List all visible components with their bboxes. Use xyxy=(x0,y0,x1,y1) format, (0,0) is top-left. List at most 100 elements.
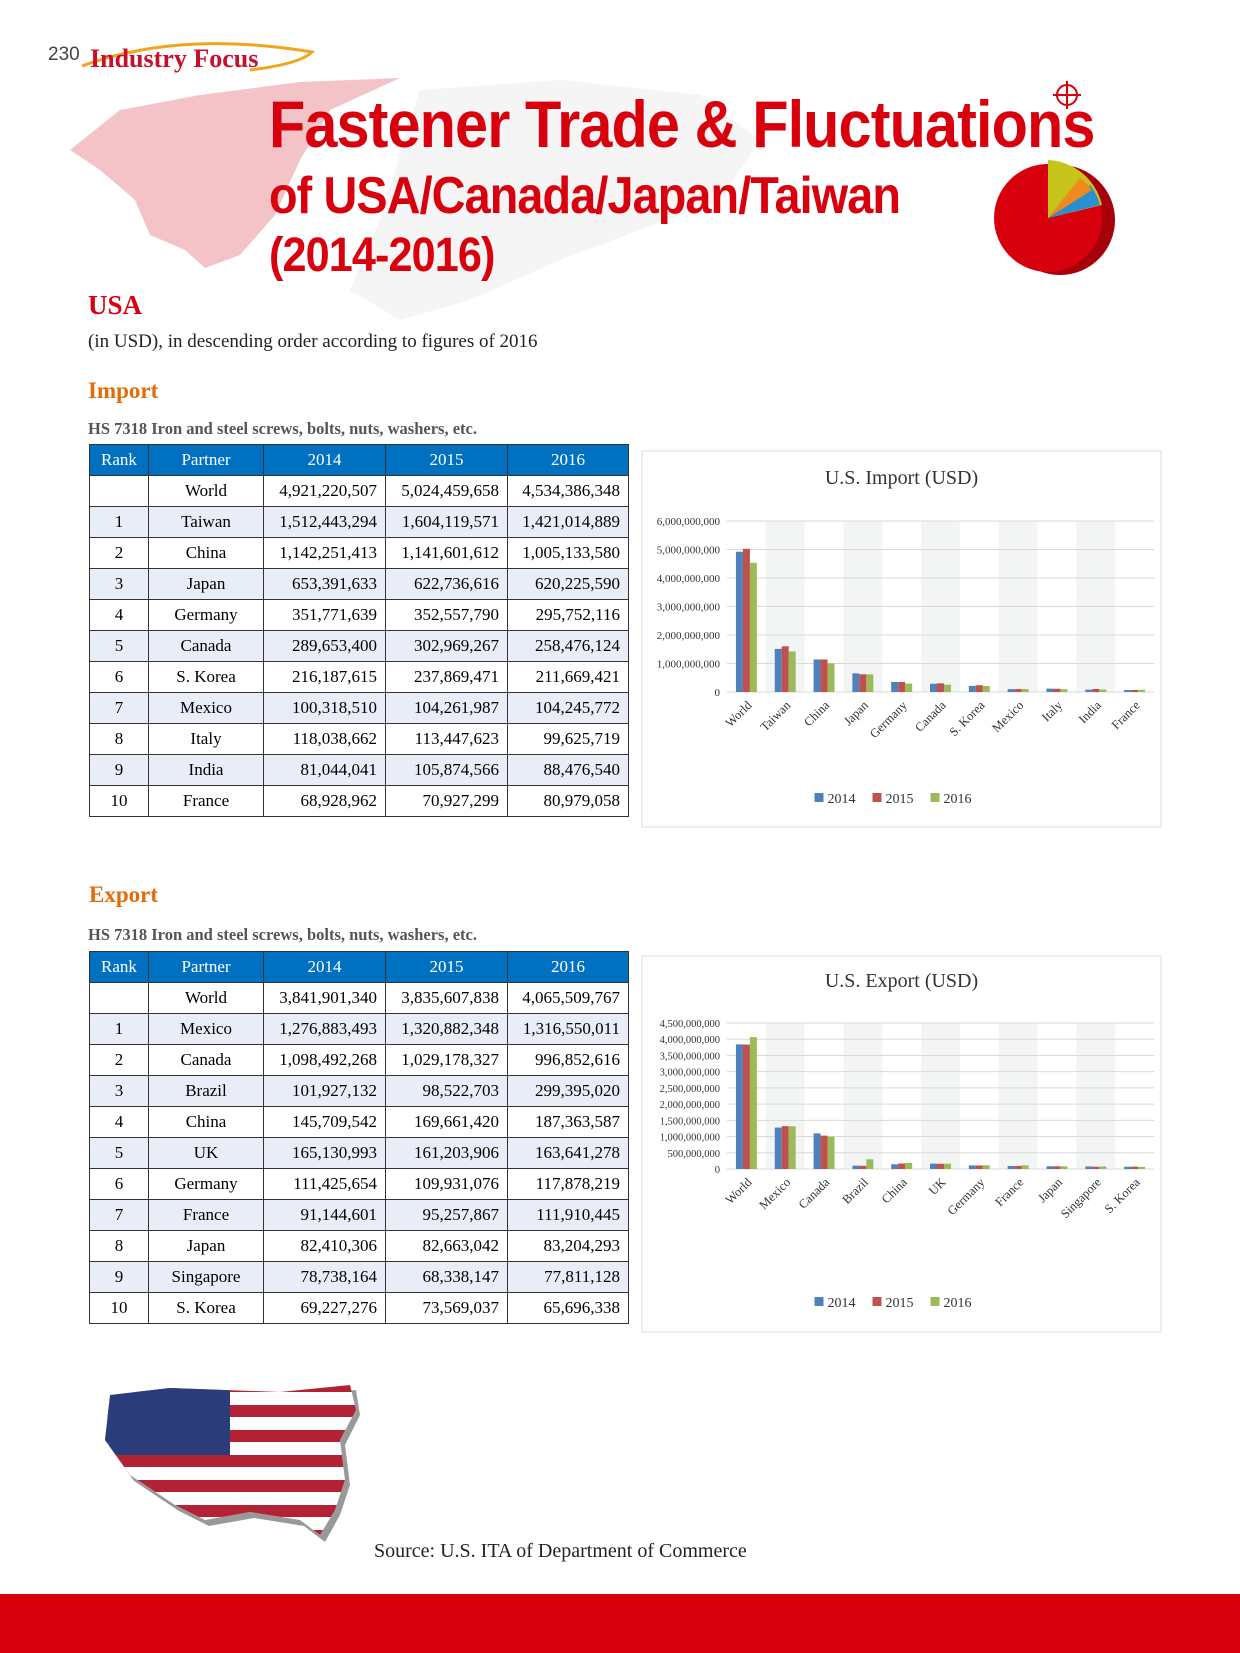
value-cell: 302,969,267 xyxy=(385,630,508,662)
partner-cell: Germany xyxy=(148,1168,264,1200)
value-cell: 99,625,719 xyxy=(507,723,629,755)
partner-cell: Mexico xyxy=(148,1013,264,1045)
value-cell: 104,245,772 xyxy=(507,692,629,724)
value-cell: 117,878,219 xyxy=(507,1168,629,1200)
value-cell: 653,391,633 xyxy=(263,568,386,600)
caption: HS 7318 Iron and steel screws, bolts, nu… xyxy=(88,925,477,944)
partner-cell: India xyxy=(148,754,264,786)
partner-cell: Mexico xyxy=(148,692,264,724)
value-cell: 163,641,278 xyxy=(507,1137,629,1169)
value-cell: 109,931,076 xyxy=(385,1168,508,1200)
title-line: (2014-2016) xyxy=(269,229,495,282)
value-cell: 83,204,293 xyxy=(507,1230,629,1262)
partner-cell: France xyxy=(148,1199,264,1231)
table-row: 8 Japan 82,410,306 82,663,042 83,204,293 xyxy=(89,1230,629,1262)
value-cell: 82,410,306 xyxy=(263,1230,386,1262)
partner-cell: France xyxy=(148,785,264,817)
section-heading: Export xyxy=(89,882,158,907)
us-flag-map xyxy=(105,1385,360,1542)
partner-cell: China xyxy=(148,1106,264,1138)
table-row: World 3,841,901,340 3,835,607,838 4,065,509… xyxy=(89,982,629,1014)
value-cell: 1,512,443,294 xyxy=(263,506,386,538)
page-number: 230 xyxy=(48,44,80,65)
value-cell: 351,771,639 xyxy=(263,599,386,631)
value-cell: 118,038,662 xyxy=(263,723,386,755)
table-row: 9 Singapore 78,738,164 68,338,147 77,811,128 xyxy=(89,1261,629,1293)
partner-cell: UK xyxy=(148,1137,264,1169)
table-row: 2 Canada 1,098,492,268 1,029,178,327 996,852… xyxy=(89,1044,629,1076)
value-cell: 68,338,147 xyxy=(385,1261,508,1293)
value-cell: 1,005,133,580 xyxy=(507,537,629,569)
header-row: Rank Partner 2014 2015 2016 xyxy=(89,951,629,983)
rank-cell: 3 xyxy=(89,568,149,600)
rank-cell: 1 xyxy=(89,1013,149,1045)
table-row: 4 China 145,709,542 169,661,420 187,363,587 xyxy=(89,1106,629,1138)
value-cell: 211,669,421 xyxy=(507,661,629,693)
value-cell: 237,869,471 xyxy=(385,661,508,693)
rank-cell: 5 xyxy=(89,630,149,662)
value-cell: 69,227,276 xyxy=(263,1292,386,1324)
partner-cell: World xyxy=(148,982,264,1014)
value-cell: 169,661,420 xyxy=(385,1106,508,1138)
partner-cell: Taiwan xyxy=(148,506,264,538)
pie-graphic xyxy=(994,81,1115,275)
column-header: 2014 xyxy=(263,951,386,983)
value-cell: 996,852,616 xyxy=(507,1044,629,1076)
rank-cell xyxy=(89,475,149,507)
table-row: 4 Germany 351,771,639 352,557,790 295,752,11… xyxy=(89,599,629,631)
rank-cell: 9 xyxy=(89,1261,149,1293)
logo-swoosh xyxy=(81,42,316,72)
partner-cell: S. Korea xyxy=(148,1292,264,1324)
column-header: 2016 xyxy=(507,951,629,983)
rank-cell: 10 xyxy=(89,1292,149,1324)
rank-cell: 8 xyxy=(89,723,149,755)
column-header: Partner xyxy=(148,444,264,476)
value-cell: 4,921,220,507 xyxy=(263,475,386,507)
rank-cell: 9 xyxy=(89,754,149,786)
value-cell: 3,841,901,340 xyxy=(263,982,386,1014)
column-header: Rank xyxy=(89,444,149,476)
value-cell: 187,363,587 xyxy=(507,1106,629,1138)
value-cell: 3,835,607,838 xyxy=(385,982,508,1014)
caption: HS 7318 Iron and steel screws, bolts, nu… xyxy=(88,419,477,438)
table-row: World 4,921,220,507 5,024,459,658 4,534,386… xyxy=(89,475,629,507)
value-cell: 622,736,616 xyxy=(385,568,508,600)
table-row: 10 France 68,928,962 70,927,299 80,979,058 xyxy=(89,785,629,817)
value-cell: 104,261,987 xyxy=(385,692,508,724)
table-row: 7 Mexico 100,318,510 104,261,987 104,245,772 xyxy=(89,692,629,724)
partner-cell: Germany xyxy=(148,599,264,631)
table-row: 10 S. Korea 69,227,276 73,569,037 65,696,338 xyxy=(89,1292,629,1324)
column-header: 2015 xyxy=(385,951,508,983)
partner-cell: Singapore xyxy=(148,1261,264,1293)
partner-cell: Japan xyxy=(148,568,264,600)
value-cell: 81,044,041 xyxy=(263,754,386,786)
table-row: 5 Canada 289,653,400 302,969,267 258,476,124 xyxy=(89,630,629,662)
value-cell: 73,569,037 xyxy=(385,1292,508,1324)
table-row: 7 France 91,144,601 95,257,867 111,910,445 xyxy=(89,1199,629,1231)
value-cell: 1,421,014,889 xyxy=(507,506,629,538)
value-cell: 161,203,906 xyxy=(385,1137,508,1169)
value-cell: 5,024,459,658 xyxy=(385,475,508,507)
value-cell: 352,557,790 xyxy=(385,599,508,631)
column-header: 2014 xyxy=(263,444,386,476)
section-heading: Import xyxy=(88,378,159,403)
value-cell: 88,476,540 xyxy=(507,754,629,786)
table-row: 1 Mexico 1,276,883,493 1,320,882,348 1,316,5… xyxy=(89,1013,629,1045)
table-row: 6 S. Korea 216,187,615 237,869,471 211,669,4… xyxy=(89,661,629,693)
rank-cell: 6 xyxy=(89,1168,149,1200)
value-cell: 295,752,116 xyxy=(507,599,629,631)
partner-cell: Canada xyxy=(148,630,264,662)
data-table: Rank Partner 2014 2015 2016 World 4,921,220,50… xyxy=(89,444,629,817)
rank-cell: 7 xyxy=(89,692,149,724)
partner-cell: Brazil xyxy=(148,1075,264,1107)
header-row: Rank Partner 2014 2015 2016 xyxy=(89,444,629,476)
partner-cell: Japan xyxy=(148,1230,264,1262)
rank-cell: 3 xyxy=(89,1075,149,1107)
rank-cell: 10 xyxy=(89,785,149,817)
value-cell: 4,065,509,767 xyxy=(507,982,629,1014)
value-cell: 4,534,386,348 xyxy=(507,475,629,507)
partner-cell: China xyxy=(148,537,264,569)
value-cell: 113,447,623 xyxy=(385,723,508,755)
value-cell: 1,604,119,571 xyxy=(385,506,508,538)
